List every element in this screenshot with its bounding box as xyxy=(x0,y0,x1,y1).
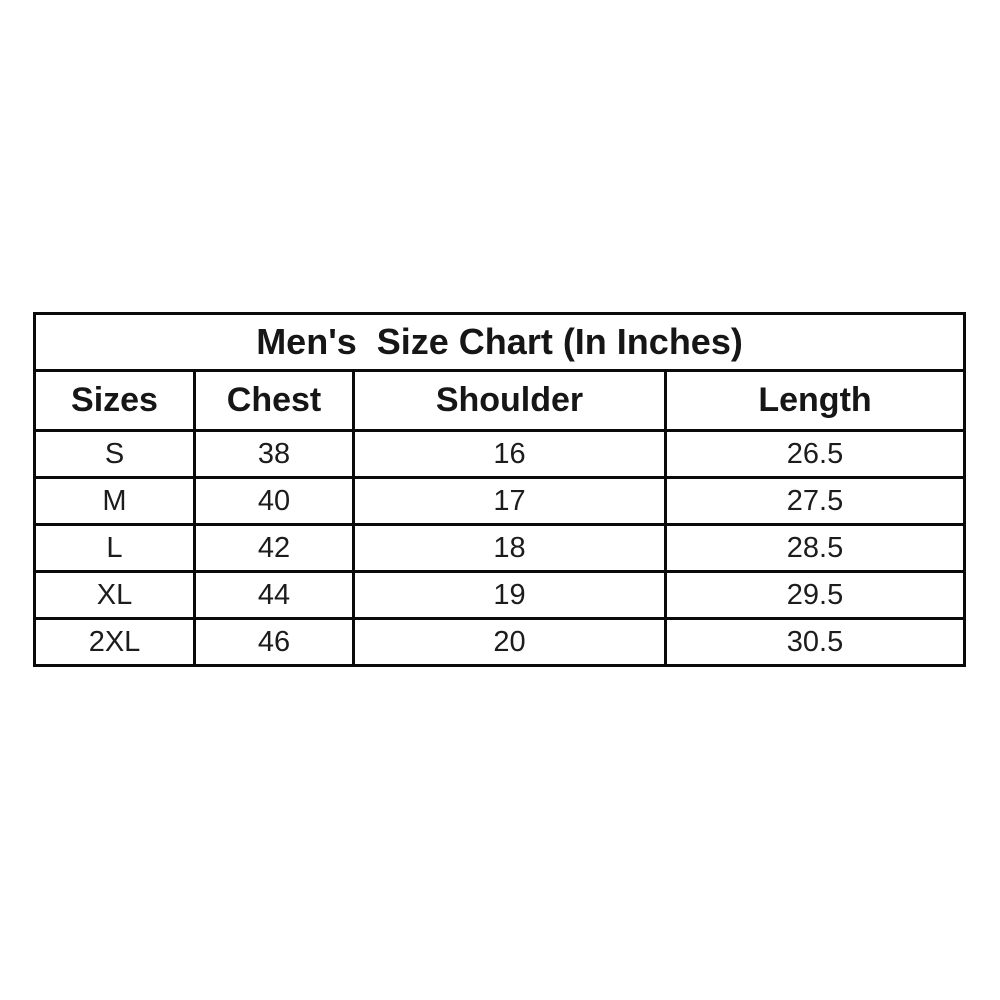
table-row: 2XL 46 20 30.5 xyxy=(33,617,967,667)
cell-shoulder: 19 xyxy=(352,570,667,620)
size-chart-table: Men's Size Chart (In Inches) Sizes Chest… xyxy=(32,312,967,667)
cell-chest: 40 xyxy=(193,476,355,526)
cell-chest: 46 xyxy=(193,617,355,667)
table-row: XL 44 19 29.5 xyxy=(33,570,967,620)
table-row: M 40 17 27.5 xyxy=(33,476,967,526)
cell-chest: 38 xyxy=(193,429,355,479)
column-header-shoulder: Shoulder xyxy=(352,369,667,432)
table-row: L 42 18 28.5 xyxy=(33,523,967,573)
cell-chest: 42 xyxy=(193,523,355,573)
cell-size: S xyxy=(33,429,196,479)
cell-chest: 44 xyxy=(193,570,355,620)
cell-size: L xyxy=(33,523,196,573)
title-row: Men's Size Chart (In Inches) xyxy=(32,312,967,372)
cell-size: 2XL xyxy=(33,617,196,667)
column-header-chest: Chest xyxy=(193,369,355,432)
cell-size: XL xyxy=(33,570,196,620)
cell-length: 27.5 xyxy=(663,476,967,526)
size-chart-container: Men's Size Chart (In Inches) Sizes Chest… xyxy=(32,312,967,667)
cell-length: 26.5 xyxy=(663,429,967,479)
table-row: S 38 16 26.5 xyxy=(33,429,967,479)
cell-shoulder: 20 xyxy=(352,617,667,667)
column-header-length: Length xyxy=(663,369,967,432)
cell-length: 30.5 xyxy=(663,617,967,667)
cell-shoulder: 18 xyxy=(352,523,667,573)
cell-shoulder: 16 xyxy=(352,429,667,479)
header-row: Sizes Chest Shoulder Length xyxy=(33,369,967,432)
table-title: Men's Size Chart (In Inches) xyxy=(32,312,967,372)
column-header-sizes: Sizes xyxy=(33,369,196,432)
cell-length: 28.5 xyxy=(663,523,967,573)
cell-shoulder: 17 xyxy=(352,476,667,526)
cell-length: 29.5 xyxy=(663,570,967,620)
cell-size: M xyxy=(33,476,196,526)
